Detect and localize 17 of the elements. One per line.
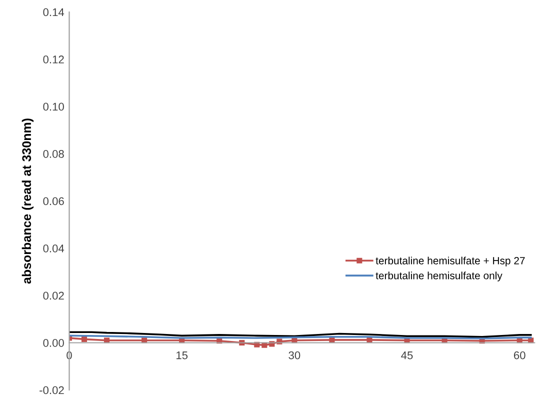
- y-tick-label: 0.00: [43, 339, 64, 347]
- y-tick-label: 0.10: [43, 102, 64, 111]
- y-tick-label: 0.12: [43, 56, 64, 64]
- x-tick-label: 15: [176, 351, 188, 360]
- y-tick-label: 0.06: [43, 197, 64, 206]
- y-tick-label: 0.02: [43, 292, 64, 300]
- legend-label: terbutaline hemisulfate + Hsp 27: [376, 256, 525, 266]
- y-tick-label: -0.02: [40, 386, 64, 394]
- y-tick-label: 0.14: [43, 8, 64, 16]
- x-tick-label: 45: [401, 351, 413, 360]
- x-tick-label: 0: [66, 351, 72, 360]
- y-tick-label: 0.08: [43, 150, 64, 158]
- y-tick-label: 0.04: [43, 244, 64, 252]
- y-axis-title: absorbance (read at 330nm): [22, 118, 34, 284]
- x-tick-label: 30: [288, 351, 300, 360]
- legend-label: terbutaline hemisulfate only: [376, 272, 502, 282]
- x-tick-label: 60: [514, 351, 526, 360]
